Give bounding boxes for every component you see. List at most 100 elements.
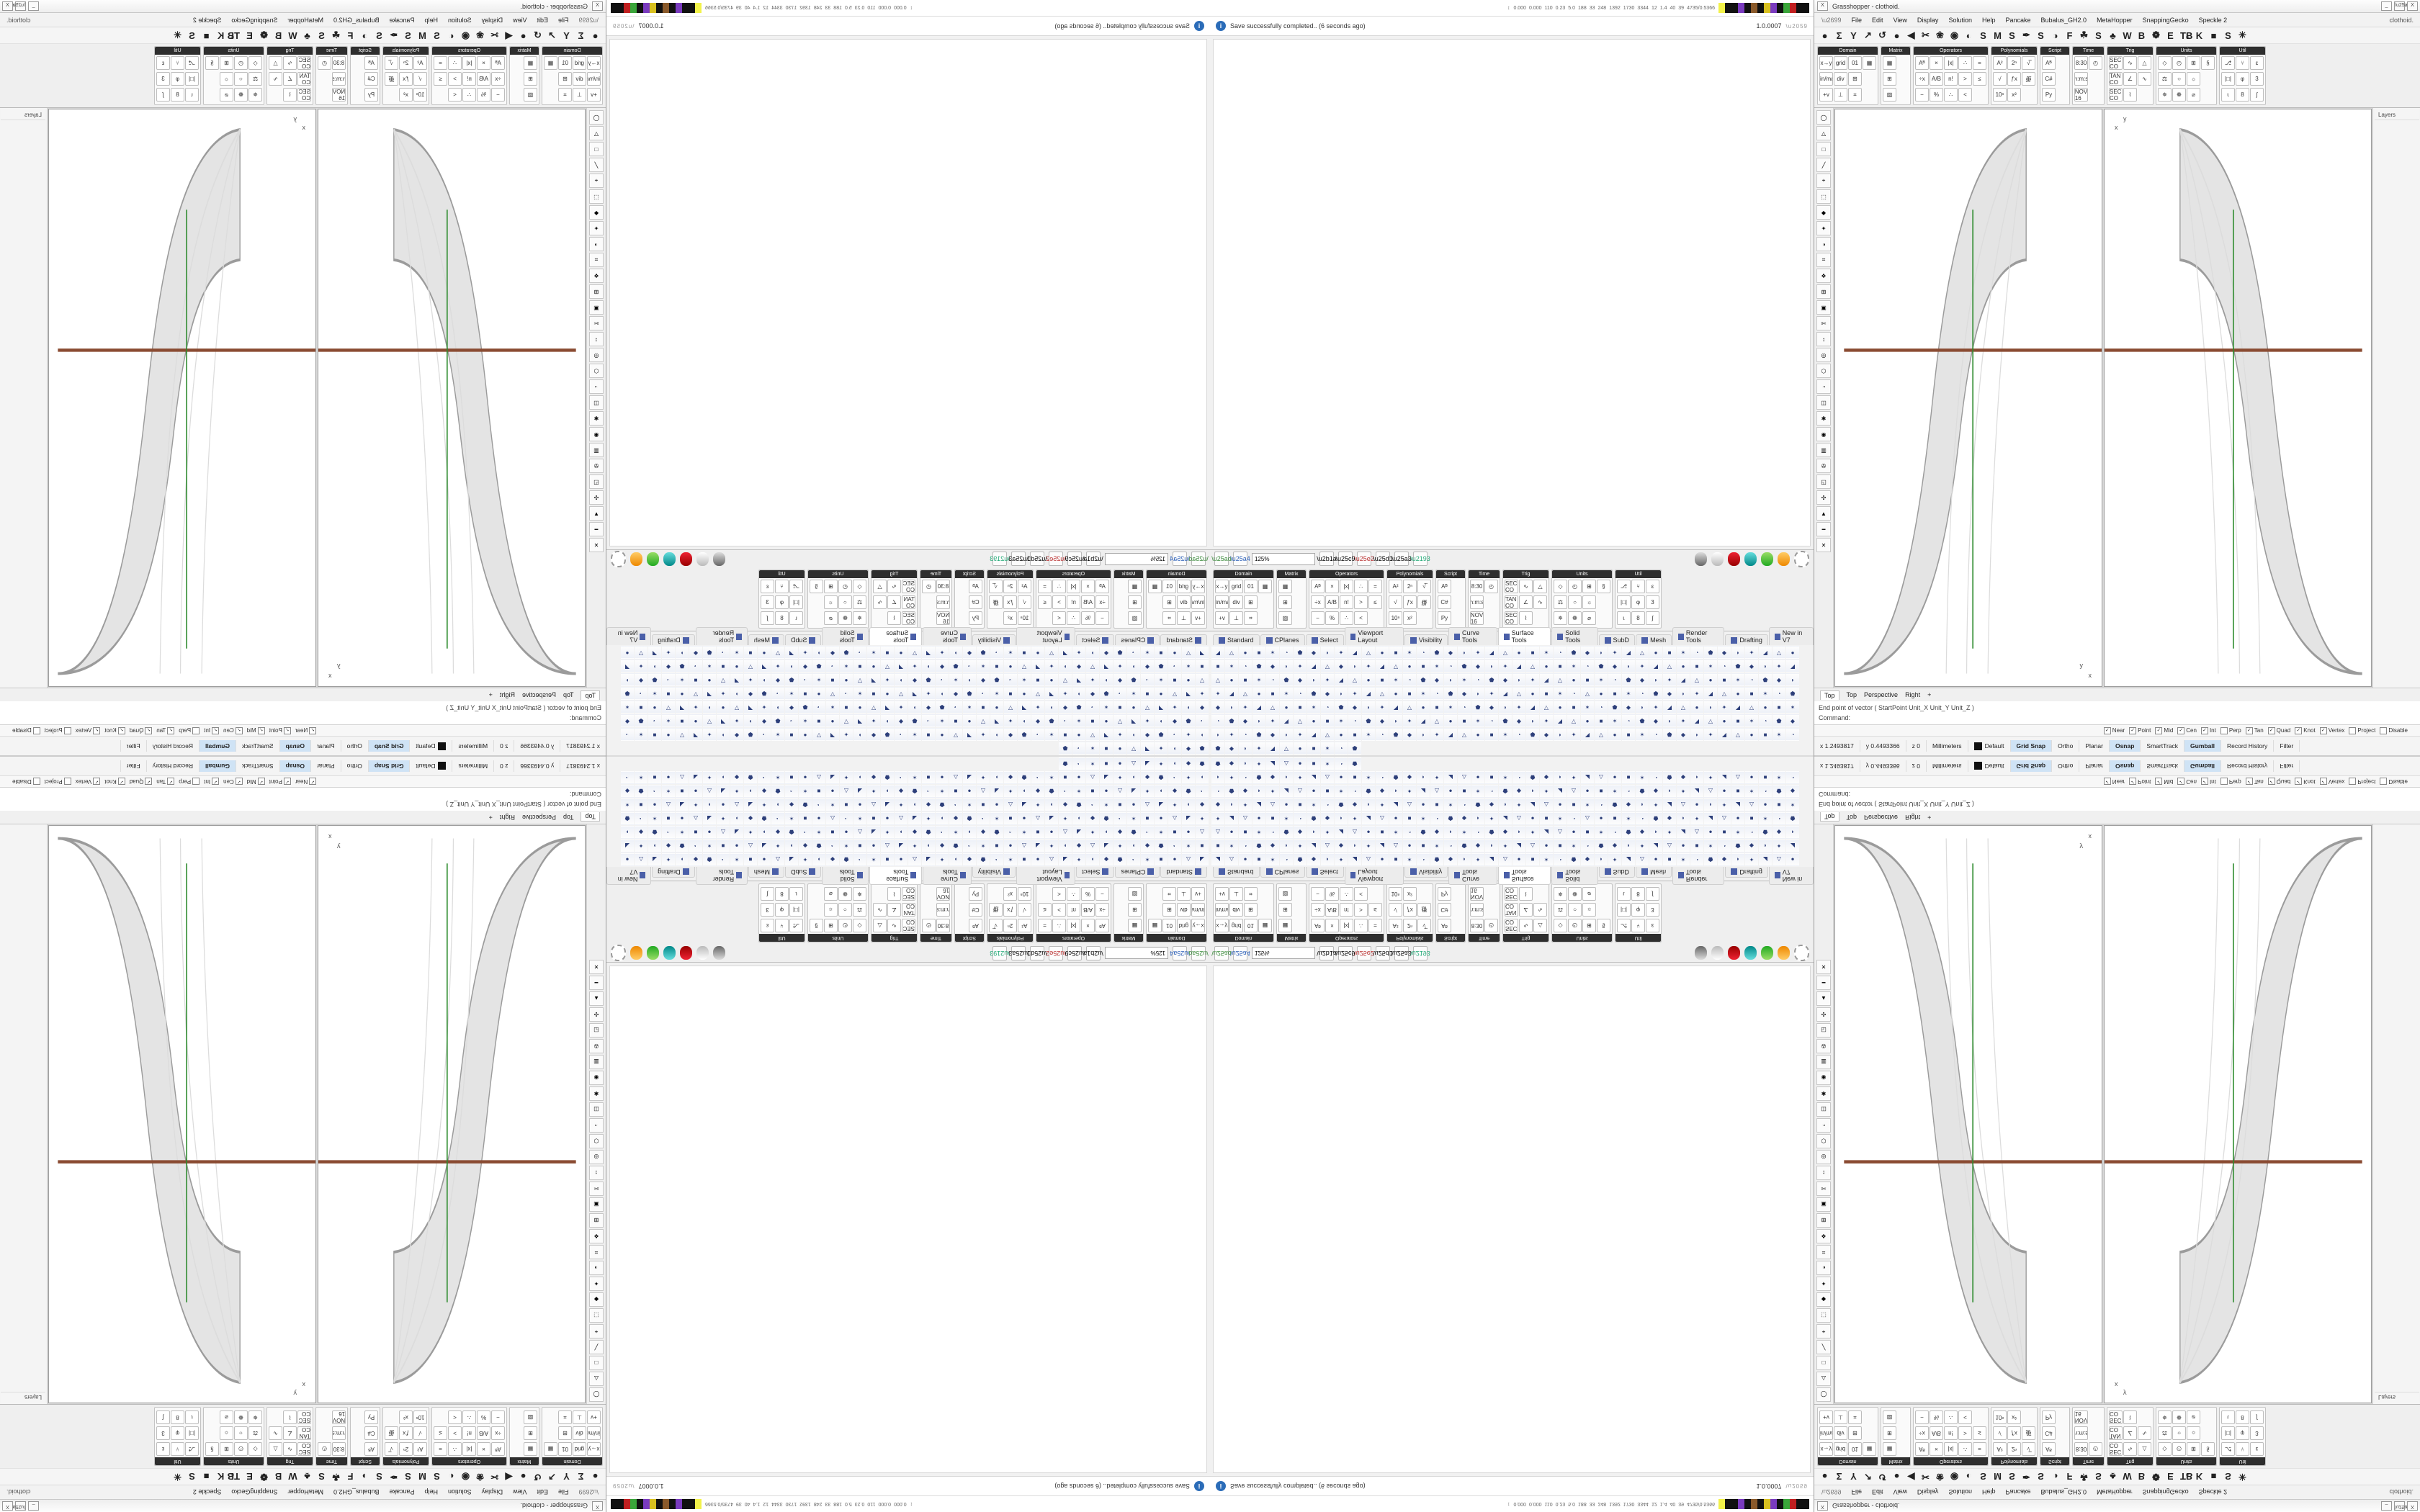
rhino-tool-icon[interactable]: ✦: [1168, 701, 1181, 714]
rhino-tool-icon[interactable]: ✶: [1141, 853, 1154, 866]
osnap-checkbox[interactable]: ✓: [2200, 726, 2208, 734]
rhino-tool-icon[interactable]: ◔: [1471, 826, 1484, 839]
gh-component-icon[interactable]: 3: [156, 72, 170, 86]
gh-component-icon[interactable]: Aᴮ: [491, 1442, 505, 1456]
rhino-tool-icon[interactable]: ●: [1595, 687, 1608, 700]
rhino-tool-icon[interactable]: △: [1690, 826, 1703, 839]
osnap-point[interactable]: ✓ Point: [269, 778, 291, 786]
gh-component-icon[interactable]: div: [573, 1426, 586, 1440]
rhino-tool-icon[interactable]: ✦: [1526, 826, 1539, 839]
rhino-tool-icon[interactable]: ●: [1786, 646, 1799, 659]
gh-menu-bubalus-gh2-0[interactable]: Bubalus_GH2.0: [2040, 16, 2087, 24]
gh-component-icon[interactable]: +v: [1819, 88, 1833, 102]
rhino-tool-icon[interactable]: ●: [963, 785, 976, 798]
rhino-tool-icon[interactable]: ✦: [1403, 785, 1416, 798]
rhino-tool-icon[interactable]: △: [1745, 798, 1758, 811]
gh-plugin-icon[interactable]: ■: [203, 1471, 210, 1482]
gh-component-icon[interactable]: %: [477, 88, 490, 102]
rhino-tool-icon[interactable]: ●: [867, 840, 880, 852]
rhino-tool-icon[interactable]: ■: [1348, 771, 1361, 784]
gh-component-icon[interactable]: ∫: [1646, 611, 1659, 625]
rhino-tool-icon[interactable]: △: [1540, 701, 1553, 714]
rhino-tab-standard[interactable]: Standard: [1213, 634, 1260, 645]
gh-plugin-icon[interactable]: ◐: [448, 1471, 454, 1482]
rhino-tool-icon[interactable]: ◢: [758, 840, 771, 852]
gh-component-icon[interactable]: Aᴮ: [1915, 1442, 1929, 1456]
rhino-icon[interactable]: \u25e2: [1354, 552, 1374, 566]
rhino-tool-icon[interactable]: ◢: [1045, 687, 1058, 700]
gh-menu-snappinggecko[interactable]: SnappingGecko: [2142, 16, 2189, 24]
rhino-tool-icon[interactable]: ■: [1307, 742, 1320, 755]
rhino-tool-icon[interactable]: ◢: [717, 785, 730, 798]
rhino-tool-icon[interactable]: ◆: [771, 673, 784, 686]
rhino-tool-icon[interactable]: ◆: [1182, 742, 1195, 755]
gh-group-title[interactable]: Time: [2073, 1457, 2104, 1465]
gh-plugin-icon[interactable]: ◉: [461, 1472, 470, 1482]
rhino-tool-icon[interactable]: ✶: [1540, 646, 1553, 659]
rhino-tool-icon[interactable]: ✶: [1335, 714, 1348, 727]
rhino-tool-icon[interactable]: ●: [936, 728, 949, 741]
rhino-tool-icon[interactable]: ✦: [1636, 660, 1649, 672]
rhino-tool-icon[interactable]: ◔: [662, 826, 675, 839]
gh-group-title[interactable]: Operators: [1914, 1457, 1988, 1465]
gh-component-icon[interactable]: ∫: [156, 1410, 170, 1424]
rhino-side-tool-icon[interactable]: ✕: [589, 960, 604, 974]
gh-component-icon[interactable]: SEC CO: [902, 919, 915, 932]
osnap-checkbox[interactable]: ✓: [235, 778, 243, 786]
gh-component-icon[interactable]: ε: [761, 919, 774, 932]
rhino-tool-icon[interactable]: ◔: [1471, 673, 1484, 686]
rhino-tool-icon[interactable]: ◔: [1567, 687, 1580, 700]
gh-group-title[interactable]: Trig: [871, 570, 917, 578]
rhino-tool-icon[interactable]: ●: [1540, 660, 1553, 672]
gh-component-icon[interactable]: ⌀: [220, 1410, 233, 1424]
gh-component-icon[interactable]: ○: [2172, 1426, 2186, 1440]
rhino-side-tool-icon[interactable]: ⬡: [1816, 364, 1831, 378]
rhino-tool-icon[interactable]: ●: [1155, 812, 1168, 825]
rhino-tool-icon[interactable]: △: [1540, 798, 1553, 811]
rhino-tool-icon[interactable]: ◗: [1045, 798, 1058, 811]
rhino-tool-icon[interactable]: △: [1045, 853, 1058, 866]
rhino-tool-icon[interactable]: ⬟: [1211, 742, 1224, 755]
gh-component-icon[interactable]: ⊥: [1229, 887, 1243, 901]
gh-component-icon[interactable]: %: [1081, 611, 1095, 625]
rhino-tool-icon[interactable]: ⬟: [1155, 840, 1168, 852]
rhino-tool-icon[interactable]: ◆: [1745, 660, 1758, 672]
gh-component-icon[interactable]: TAN CO: [1505, 595, 1518, 609]
rhino-tool-icon[interactable]: ◔: [1168, 771, 1181, 784]
rhino-tool-icon[interactable]: ✶: [1266, 646, 1279, 659]
rhino-tool-icon[interactable]: ⬟: [1362, 785, 1375, 798]
rhino-tool-icon[interactable]: △: [1196, 826, 1209, 839]
gh-component-icon[interactable]: ⊥: [1834, 88, 1847, 102]
gh-group-title[interactable]: Domain: [1147, 570, 1206, 578]
rhino-tool-icon[interactable]: ✦: [1335, 853, 1348, 866]
status-units[interactable]: Millimeters: [1926, 760, 1968, 772]
rhino-tool-icon[interactable]: △: [1376, 687, 1389, 700]
rhino-tool-icon[interactable]: ■: [1168, 826, 1181, 839]
gh-plugin-icon[interactable]: ✳: [2238, 30, 2246, 40]
gh-menu-edit[interactable]: Edit: [537, 1488, 548, 1496]
rhino-tool-icon[interactable]: ◗: [1127, 771, 1140, 784]
gh-component-icon[interactable]: 10ⁿ: [1389, 611, 1402, 625]
rhino-tool-icon[interactable]: ◗: [1636, 701, 1649, 714]
rhino-tool-icon[interactable]: ●: [1252, 812, 1265, 825]
rhino-tool-icon[interactable]: ■: [977, 701, 990, 714]
rhino-tool-icon[interactable]: ⬟: [1294, 853, 1307, 866]
rhino-tool-icon[interactable]: △: [1031, 812, 1044, 825]
gh-component-icon[interactable]: ∴: [1944, 1410, 1958, 1424]
gh-component-icon[interactable]: ∠: [887, 903, 901, 917]
rhino-tab-surface-tools[interactable]: Surface Tools: [869, 867, 923, 885]
gh-component-icon[interactable]: n!: [1944, 1426, 1958, 1440]
rhino-tool-icon[interactable]: ✦: [744, 673, 757, 686]
gh-plugin-icon[interactable]: ↺: [1878, 30, 1886, 40]
rhino-tool-icon[interactable]: ■: [1307, 757, 1320, 770]
rhino-tool-icon[interactable]: ✶: [977, 660, 990, 672]
rhino-tool-icon[interactable]: ◢: [1581, 771, 1594, 784]
osnap-project[interactable]: Project: [45, 778, 71, 786]
rhino-tool-icon[interactable]: ◗: [1458, 646, 1471, 659]
rhino-tool-icon[interactable]: ◔: [1294, 812, 1307, 825]
rhino-tool-icon[interactable]: ✶: [1704, 660, 1717, 672]
rhino-tool-icon[interactable]: ◆: [744, 687, 757, 700]
gh-component-icon[interactable]: TAN CO: [2109, 72, 2123, 86]
rhino-tool-icon[interactable]: ■: [662, 812, 675, 825]
green-orb[interactable]: [647, 946, 659, 960]
